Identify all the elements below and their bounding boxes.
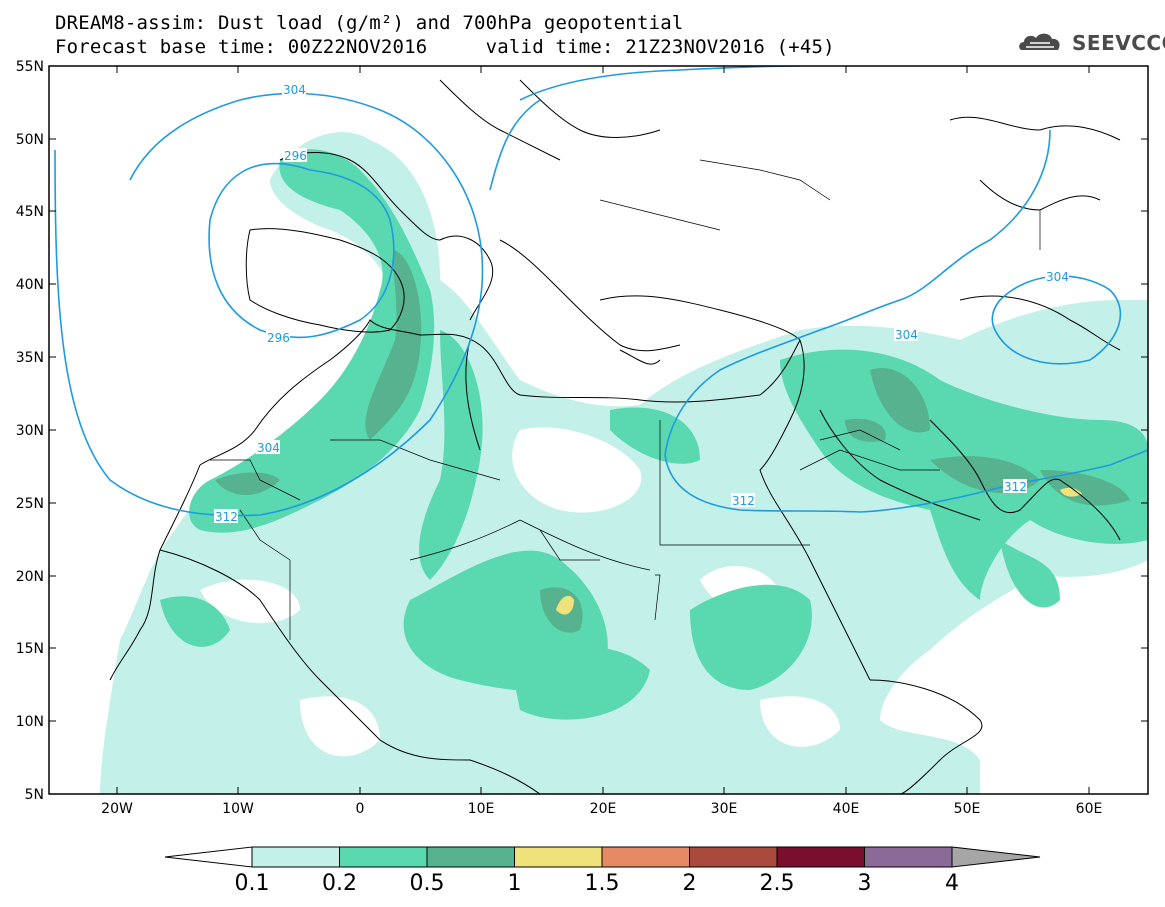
- lon-label: 50E: [954, 801, 981, 817]
- chart-title: DREAM8-assim: Dust load (g/m²) and 700hP…: [55, 12, 684, 34]
- legend-swatch: [251, 846, 340, 868]
- legend-value: 0.5: [409, 871, 445, 896]
- lon-label: 0: [356, 801, 365, 817]
- lon-label: 10W: [222, 801, 254, 817]
- lat-label: 5N: [25, 787, 44, 803]
- forecast-times: Forecast base time: 00Z22NOV2016 valid t…: [55, 36, 835, 58]
- contour-label: 304: [283, 83, 306, 97]
- lon-label: 10E: [468, 801, 495, 817]
- lon-label: 40E: [833, 801, 860, 817]
- legend-value: 0.1: [234, 871, 270, 896]
- lon-label: 20E: [590, 801, 617, 817]
- color-legend: [164, 846, 1041, 868]
- legend-value: 2: [682, 871, 697, 896]
- lat-label: 25N: [16, 496, 44, 512]
- lon-label: 20W: [101, 801, 133, 817]
- dust-region-dark: [365, 250, 422, 440]
- lat-label: 10N: [16, 714, 44, 730]
- contour-label: 304: [257, 441, 280, 455]
- lat-label: 55N: [16, 59, 44, 75]
- contour-label: 304: [1046, 270, 1069, 284]
- lat-label: 40N: [16, 277, 44, 293]
- legend-swatch: [426, 846, 515, 868]
- legend-swatch: [689, 846, 778, 868]
- contour-label: 312: [732, 494, 755, 508]
- legend-swatch: [339, 846, 428, 868]
- logo-text: SEEVCCC: [1072, 31, 1165, 55]
- lon-ticks: [116, 66, 1090, 794]
- legend-arrow-low: [164, 846, 253, 868]
- lon-labels: 20W 10W 0 10E 20E 30E 40E 50E 60E: [101, 801, 1102, 817]
- contour-label: 296: [267, 331, 290, 345]
- lat-label: 50N: [16, 132, 44, 148]
- legend-swatch: [601, 846, 690, 868]
- contour-label: 312: [215, 510, 238, 524]
- lat-label: 30N: [16, 423, 44, 439]
- legend-value: 4: [945, 871, 959, 896]
- legend-value: 1.5: [584, 871, 620, 896]
- legend-value: 1: [507, 871, 522, 896]
- country-borders: [210, 159, 1041, 640]
- lon-label: 60E: [1076, 801, 1103, 817]
- contour-label: 296: [284, 149, 307, 163]
- lat-label: 15N: [16, 641, 44, 657]
- legend-value: 0.2: [322, 871, 357, 896]
- lat-ticks: [49, 65, 1148, 722]
- dust-region-high: [556, 595, 574, 615]
- contour-labels: 304 296 296 304 312 304 304 312 312: [214, 82, 1069, 524]
- lat-label: 45N: [16, 204, 44, 220]
- legend-value: 2.5: [759, 871, 795, 896]
- lat-label: 20N: [16, 569, 44, 585]
- legend-swatch: [864, 846, 953, 868]
- legend-value: 3: [857, 871, 872, 896]
- lat-label: 35N: [16, 350, 44, 366]
- lon-label: 30E: [711, 801, 738, 817]
- cloud-icon: [1019, 33, 1060, 50]
- legend-swatch: [776, 846, 865, 868]
- contour-label: 312: [1004, 480, 1027, 494]
- coastlines: [109, 79, 1121, 794]
- contour-label: 304: [895, 328, 918, 342]
- legend-arrow-high: [951, 846, 1041, 868]
- geopotential-contours: [54, 66, 1148, 517]
- lat-labels: 55N 50N 45N 40N 35N 30N 25N 20N 15N 10N …: [16, 59, 44, 803]
- legend-swatch: [514, 846, 603, 868]
